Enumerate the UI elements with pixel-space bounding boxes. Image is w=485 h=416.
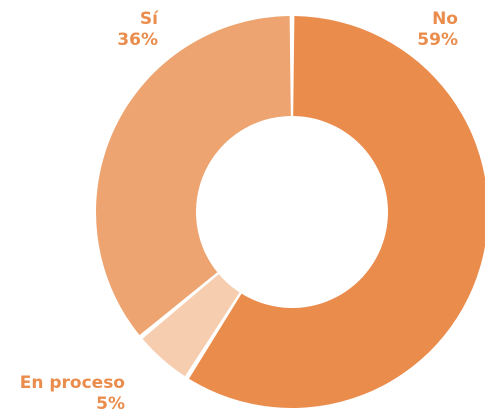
slice-value-label: 59% [417,30,458,50]
slice-value-label: 36% [117,30,158,50]
slice-value-label: 5% [96,394,125,414]
slice-s- [95,16,291,336]
slice-label: En proceso [20,373,125,393]
slice-no [189,16,485,408]
slice-label: No [432,9,458,29]
slice-en-proceso [142,274,240,377]
slice-label: Sí [140,9,159,29]
slices-group [95,16,485,408]
